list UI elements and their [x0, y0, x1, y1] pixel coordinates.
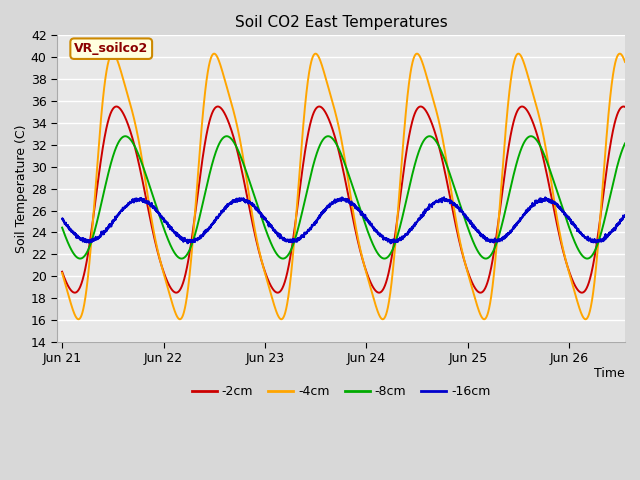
Text: VR_soilco2: VR_soilco2 [74, 42, 148, 55]
Legend: -2cm, -4cm, -8cm, -16cm: -2cm, -4cm, -8cm, -16cm [186, 380, 495, 403]
Title: Soil CO2 East Temperatures: Soil CO2 East Temperatures [235, 15, 447, 30]
X-axis label: Time: Time [595, 367, 625, 380]
Y-axis label: Soil Temperature (C): Soil Temperature (C) [15, 124, 28, 253]
